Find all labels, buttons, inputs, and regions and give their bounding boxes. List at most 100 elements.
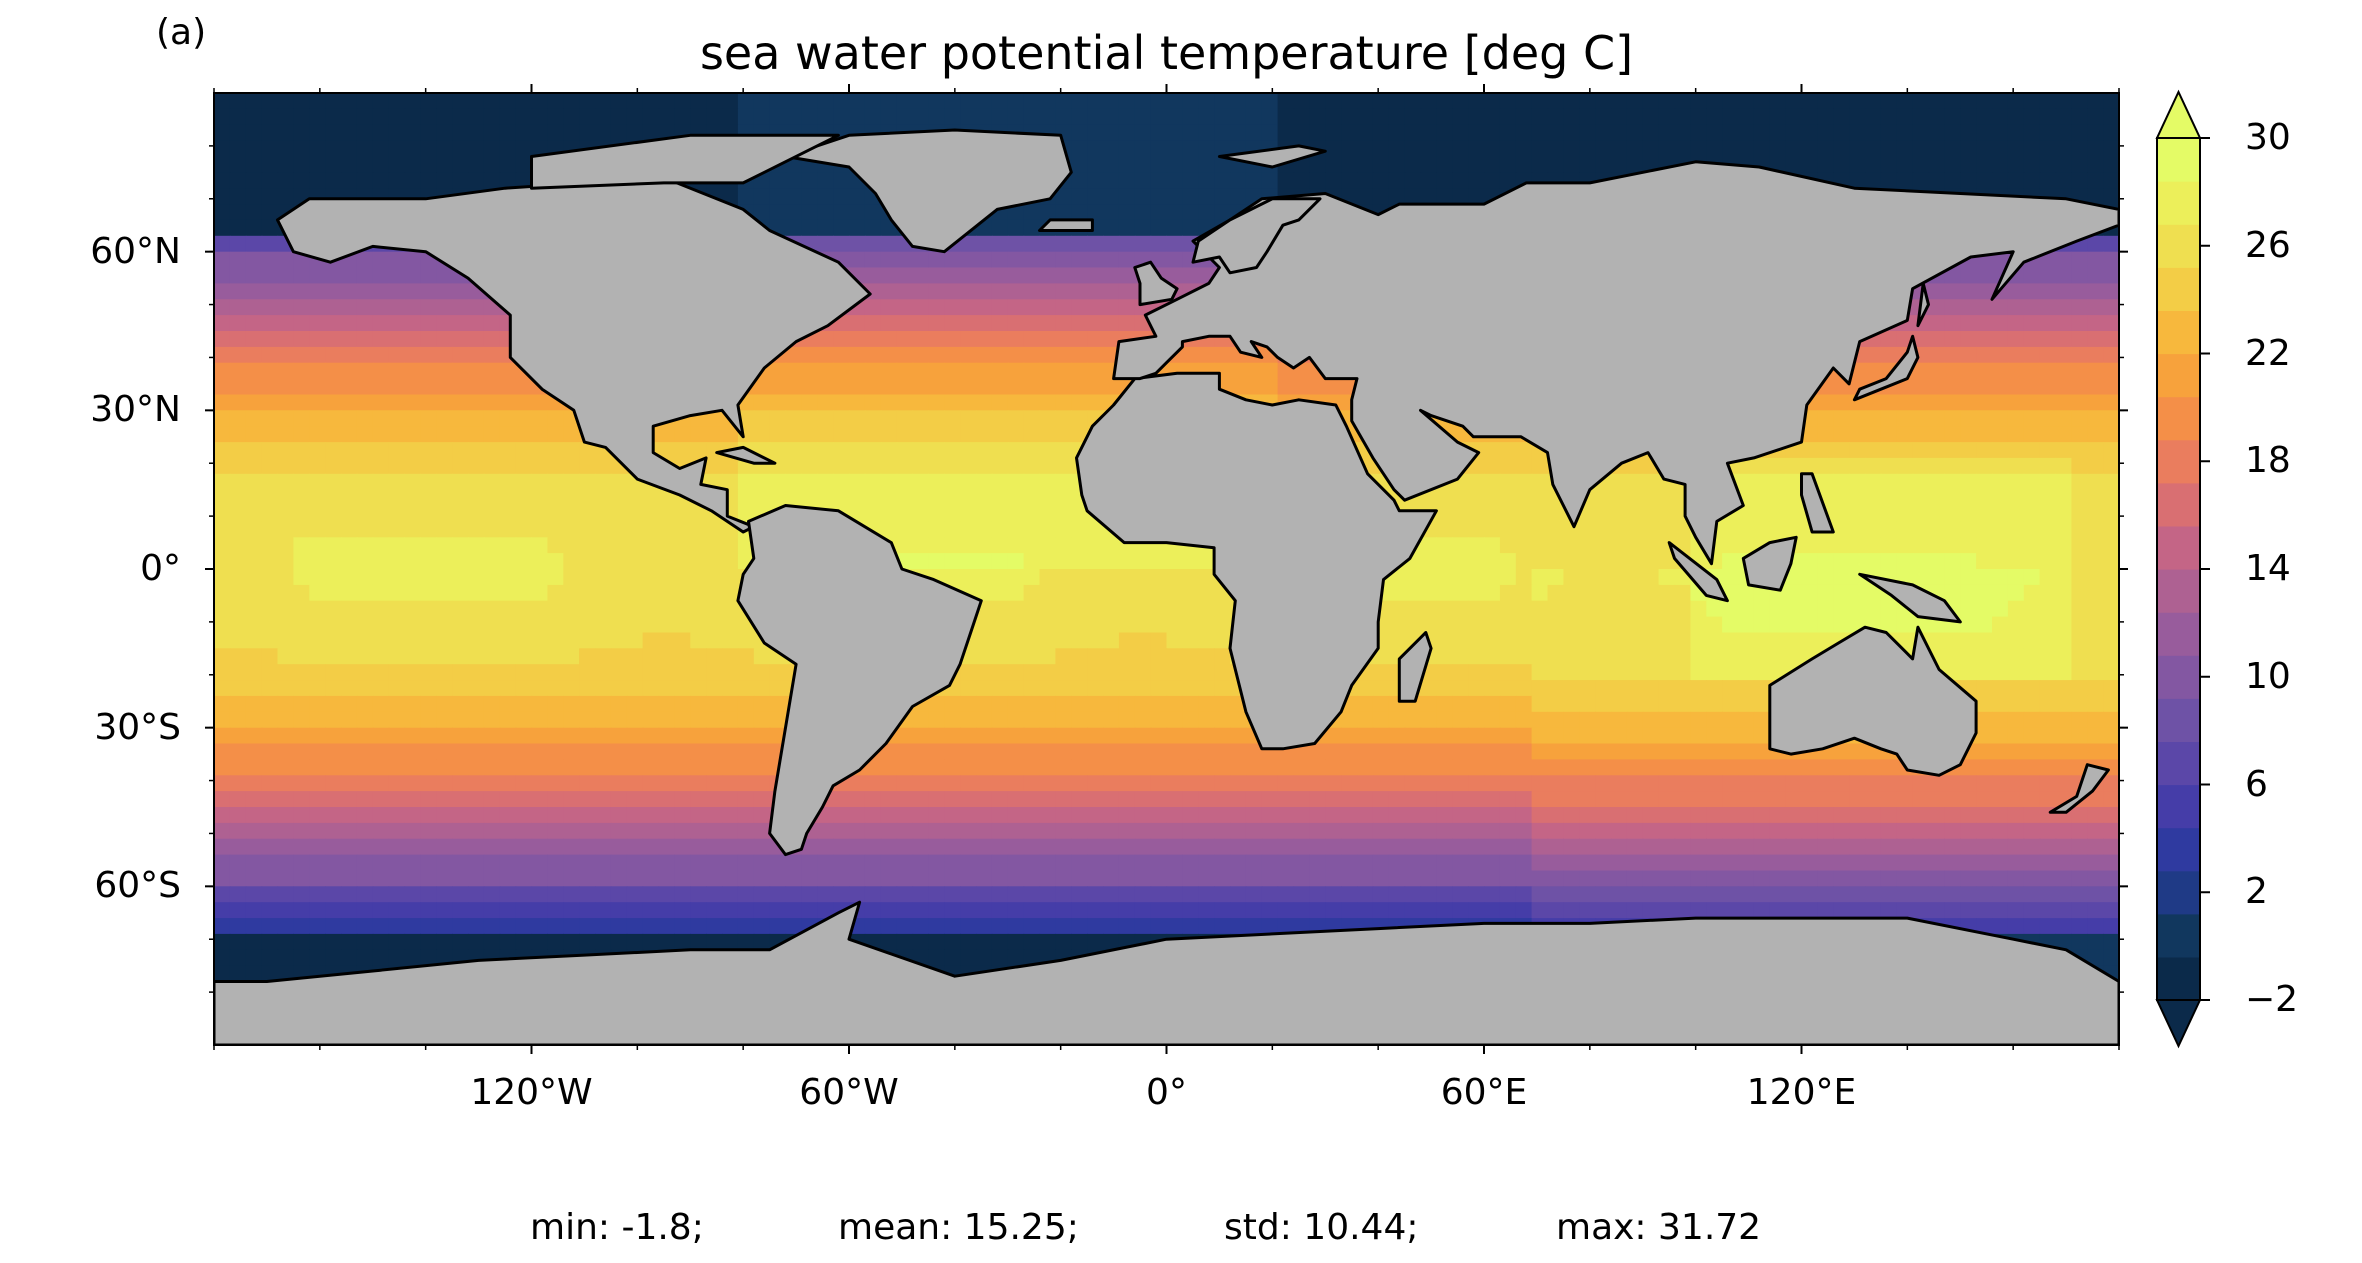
ocean-cell <box>2055 457 2072 475</box>
ocean-cell <box>2103 711 2119 729</box>
ocean-cell <box>1928 378 1945 396</box>
ocean-cell <box>293 124 310 142</box>
ocean-cell <box>293 632 310 649</box>
ocean-cell <box>1992 331 2009 348</box>
ocean-cell <box>864 442 882 459</box>
ocean-cell <box>436 664 453 681</box>
ocean-cell <box>896 378 914 396</box>
ocean-cell <box>2087 188 2104 205</box>
ocean-cell <box>2023 584 2041 602</box>
ocean-cell <box>2023 362 2041 380</box>
ocean-cell <box>880 315 898 332</box>
ocean-cell <box>896 299 914 316</box>
ocean-cell <box>1023 299 1041 316</box>
ocean-cell <box>261 664 279 681</box>
ocean-cell <box>1499 489 1517 507</box>
ocean-cell <box>1484 442 1501 459</box>
ocean-cell <box>563 569 580 586</box>
ocean-cell <box>341 457 358 475</box>
ocean-cell <box>1595 489 1612 507</box>
ocean-cell <box>2023 156 2041 173</box>
ocean-cell <box>579 521 596 538</box>
ocean-cell <box>245 664 263 681</box>
ocean-cell <box>2103 600 2119 618</box>
ocean-cell <box>1833 140 1850 158</box>
ocean-cell <box>674 632 691 649</box>
ocean-cell <box>626 553 644 570</box>
ocean-cell <box>642 584 660 602</box>
ocean-cell <box>2007 711 2025 729</box>
ocean-cell <box>976 521 993 538</box>
ocean-cell <box>1960 283 1977 300</box>
ocean-cell <box>2007 600 2025 618</box>
ocean-cell <box>1880 426 1898 443</box>
ocean-cell <box>483 569 501 586</box>
ocean-cell <box>277 346 294 364</box>
ocean-cell <box>1992 727 2009 745</box>
ocean-cell <box>2039 394 2057 411</box>
ocean-cell <box>1547 569 1564 586</box>
ocean-cell <box>722 553 739 570</box>
ocean-cell <box>1960 584 1977 602</box>
ocean-cell <box>1611 473 1628 491</box>
ocean-cell <box>1690 632 1707 649</box>
ocean-cell <box>1007 410 1025 427</box>
ocean-cell <box>1531 457 1549 475</box>
ocean-cell <box>1611 521 1628 538</box>
ocean-cell <box>801 93 818 110</box>
ocean-cell <box>2103 108 2119 126</box>
ocean-cell <box>436 331 453 348</box>
ocean-cell <box>356 378 374 396</box>
ocean-cell <box>261 378 279 396</box>
ocean-cell <box>1976 93 1993 110</box>
ocean-cell <box>499 743 517 760</box>
ocean-cell <box>1166 727 1183 745</box>
ocean-cell <box>1833 442 1850 459</box>
ocean-cell <box>690 108 707 126</box>
ocean-cell <box>1230 172 1247 189</box>
ocean-cell <box>1071 537 1088 554</box>
ocean-cell <box>2071 283 2088 300</box>
ocean-cell <box>1198 569 1215 586</box>
ocean-cell <box>753 108 771 126</box>
ocean-cell <box>2039 695 2057 713</box>
ocean-cell <box>293 442 310 459</box>
ocean-cell <box>388 362 406 380</box>
ocean-cell <box>293 108 310 126</box>
ocean-cell <box>356 664 374 681</box>
ocean-cell <box>1547 695 1564 713</box>
ocean-cell <box>610 727 628 745</box>
ocean-cell <box>261 442 279 459</box>
ocean-cell <box>2103 505 2119 522</box>
ocean-cell <box>1896 124 1914 142</box>
ocean-cell <box>1071 664 1088 681</box>
ocean-cell <box>753 410 771 427</box>
ocean-cell <box>976 537 993 554</box>
ocean-cell <box>341 108 358 126</box>
ocean-cell <box>309 124 326 142</box>
ocean-cell <box>1420 156 1437 173</box>
ocean-cell <box>880 394 898 411</box>
ocean-cell <box>499 537 517 554</box>
ocean-cell <box>1976 569 1993 586</box>
ocean-cell <box>1420 140 1437 158</box>
ocean-cell <box>833 172 850 189</box>
ocean-cell <box>356 410 374 427</box>
ocean-cell <box>1992 648 2009 665</box>
ocean-cell <box>341 489 358 507</box>
ocean-cell <box>737 727 755 745</box>
ocean-cell <box>1039 584 1056 602</box>
ocean-cell <box>452 743 469 760</box>
ocean-cell <box>960 283 977 300</box>
ocean-cell <box>1071 362 1088 380</box>
ocean-cell <box>1452 521 1469 538</box>
ocean-cell <box>1499 600 1517 618</box>
ocean-cell <box>1055 204 1072 221</box>
ocean-cell <box>1039 204 1056 221</box>
ocean-cell <box>229 140 247 158</box>
ocean-cell <box>737 473 755 491</box>
ocean-cell <box>309 553 326 570</box>
ocean-cell <box>1071 410 1088 427</box>
ocean-cell <box>1769 457 1787 475</box>
ocean-cell <box>690 648 707 665</box>
